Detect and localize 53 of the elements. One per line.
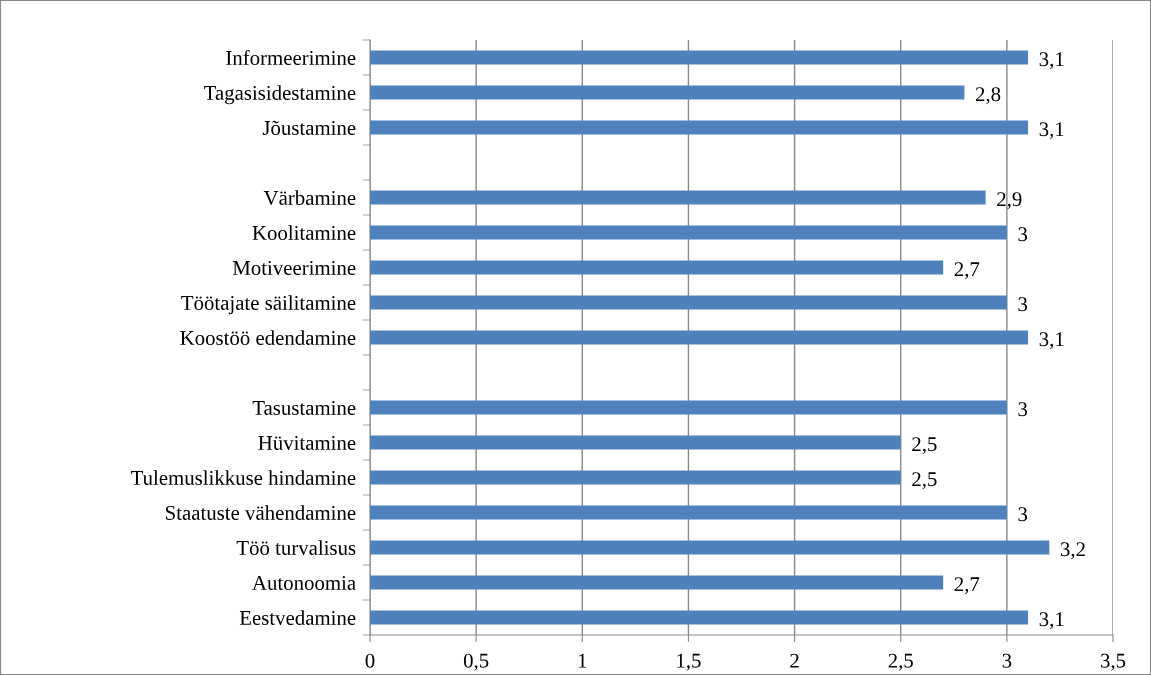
bar	[370, 470, 901, 485]
data-label: 3,1	[1039, 332, 1064, 350]
data-label: 2,8	[975, 87, 1001, 105]
y-tick-label: Värbamine	[263, 190, 356, 206]
bar	[370, 225, 1007, 240]
y-tick-label: Informeerimine	[226, 50, 356, 65]
bar	[370, 505, 1007, 520]
y-tick-label: Autonoomia	[252, 575, 356, 590]
data-label: 3	[1018, 227, 1028, 242]
bar	[370, 435, 901, 450]
y-tick-label: Koolitamine	[252, 225, 356, 240]
y-tick-label: Tagasisidestamine	[204, 85, 356, 105]
bar	[370, 295, 1007, 310]
data-label: 3	[1018, 507, 1028, 522]
data-label: 2,9	[997, 192, 1022, 210]
x-tick-label: 0	[365, 653, 375, 668]
bar	[370, 85, 965, 100]
y-tick-label: Töötajate säilitamine	[181, 295, 356, 315]
data-label: 3,1	[1039, 122, 1064, 140]
data-label: 3,1	[1039, 612, 1064, 630]
y-tick-label: Töö turvalisus	[236, 540, 356, 555]
y-tick-label: Jõustamine	[262, 120, 356, 135]
x-tick-label: 0,5	[463, 653, 489, 671]
y-tick-label: Hüvitamine	[258, 435, 356, 450]
data-label: 3	[1018, 402, 1028, 417]
x-tick-label: 1	[578, 653, 587, 668]
y-tick-label: Tulemuslikkuse hindamine	[130, 470, 356, 485]
bar	[370, 575, 944, 590]
bar	[370, 190, 986, 205]
x-tick-label: 3,5	[1100, 653, 1126, 671]
x-tick-label: 2	[790, 653, 799, 668]
y-tick-label: Staatuste vähendamine	[166, 505, 356, 520]
bar	[370, 50, 1029, 65]
bar	[370, 260, 944, 275]
x-tick-label: 2,5	[888, 653, 913, 671]
bar	[370, 330, 1029, 345]
data-label: 3,1	[1039, 52, 1064, 70]
data-label: 3,2	[1060, 542, 1085, 560]
data-label: 2,5	[912, 472, 937, 490]
data-label: 3	[1018, 297, 1028, 312]
bar	[370, 540, 1050, 555]
data-label: 2,5	[912, 437, 937, 455]
y-tick-label: Koostöö edendamine	[180, 330, 356, 345]
x-tick-label: 1,5	[677, 653, 701, 671]
bar	[370, 400, 1007, 415]
bar	[370, 610, 1029, 625]
y-tick-label: Motiveerimine	[232, 260, 356, 275]
y-tick-label: Eestvedamine	[239, 610, 356, 625]
bar	[370, 120, 1029, 135]
x-tick-label: 3	[1002, 653, 1012, 668]
data-label: 2,7	[954, 577, 980, 595]
data-label: 2,7	[954, 262, 980, 280]
y-tick-label: Tasustamine	[252, 400, 356, 415]
